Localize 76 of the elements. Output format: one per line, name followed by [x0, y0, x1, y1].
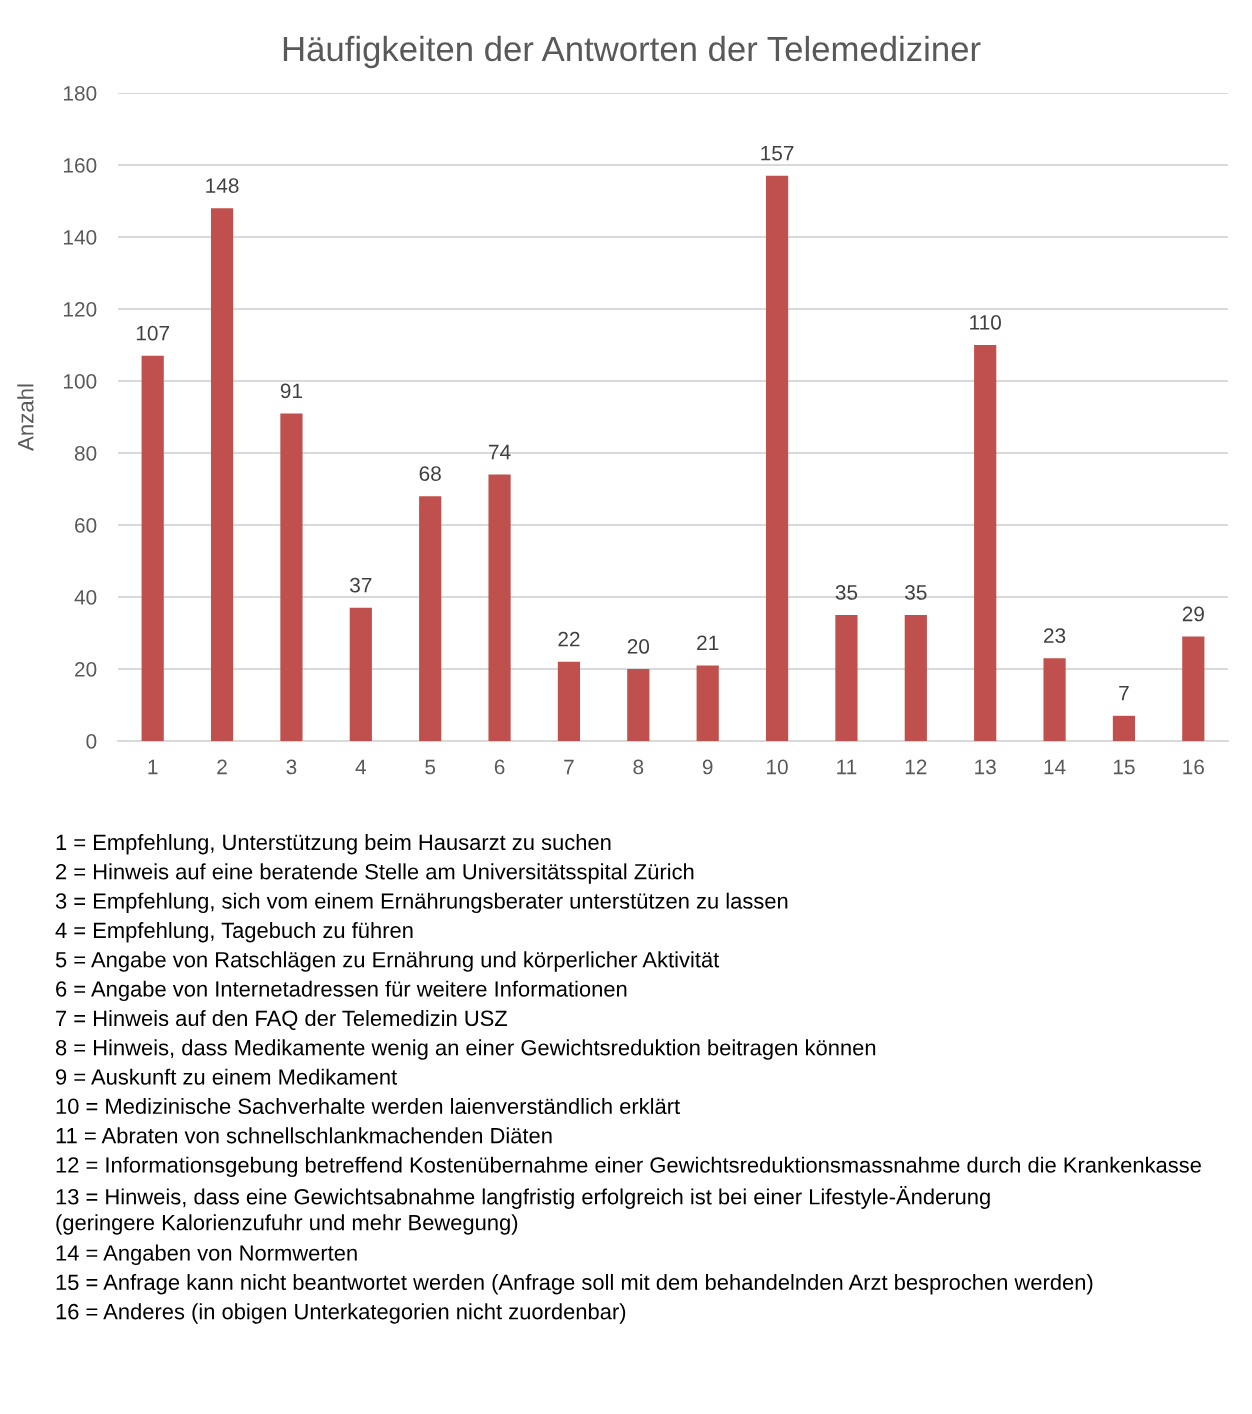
bar — [1112, 715, 1136, 741]
x-tick-label: 13 — [975, 759, 996, 775]
x-tick-label: 16 — [1183, 759, 1204, 775]
text: 16 = Anderes (in obigen Unterkategorien nicht zuordenbar) — [56, 1303, 626, 1324]
x-tick-label: 9 — [702, 759, 713, 775]
x-tick-label: 2 — [217, 759, 227, 775]
data-label: 23 — [1044, 628, 1066, 643]
x-tick-label: 4 — [355, 759, 366, 775]
chart-title: Häufigkeiten der Antworten der Telemediziner — [283, 35, 981, 69]
y-tick-label: 0 — [86, 734, 97, 749]
y-tick-label: 60 — [75, 518, 97, 533]
data-label: 74 — [489, 444, 511, 460]
bar — [349, 607, 372, 741]
y-tick-label: 140 — [64, 230, 97, 245]
x-tick-label: 10 — [767, 759, 788, 775]
bar — [696, 665, 719, 741]
text: 1 = Empfehlung, Unterstützung beim Hausarzt zu suchen — [56, 834, 611, 855]
x-tick-label: 6 — [494, 759, 505, 775]
bar — [765, 175, 789, 741]
bar — [557, 661, 581, 741]
data-label: 22 — [558, 631, 580, 647]
bar — [974, 345, 997, 741]
bar — [488, 474, 511, 741]
data-label: 68 — [419, 466, 441, 481]
bar — [835, 615, 858, 741]
text: 9 = Auskunft zu einem Medikament — [56, 1068, 397, 1085]
text: 14 = Angaben von Normwerten — [56, 1244, 357, 1266]
text: 6 = Angabe von Internetadressen für weitere Informationen — [56, 980, 627, 1002]
data-label: 91 — [280, 383, 303, 399]
text: 7 = Hinweis auf den FAQ der Telemedizin USZ — [56, 1009, 508, 1031]
y-tick-label: 160 — [64, 158, 97, 173]
x-tick-label: 7 — [564, 759, 574, 775]
data-label: 148 — [206, 178, 239, 193]
x-tick-label: 14 — [1044, 759, 1066, 775]
y-tick-label: 20 — [75, 662, 97, 677]
text: 15 = Anfrage kann nicht beantwortet werden (Anfrage soll mit dem behandelnden Arzt besprochen werden) — [56, 1273, 1093, 1295]
data-label: 37 — [350, 577, 372, 593]
text: 4 = Empfehlung, Tagebuch zu führen — [55, 921, 413, 943]
bar — [627, 669, 650, 741]
data-label: 35 — [905, 585, 927, 600]
text: 10 = Medizinische Sachverhalte werden laienverständlich erklärt — [56, 1097, 680, 1115]
x-tick-label: 1 — [148, 759, 158, 775]
bar — [904, 615, 927, 741]
data-label: 157 — [761, 146, 794, 161]
bar — [419, 496, 442, 741]
x-tick-label: 3 — [286, 759, 297, 775]
data-label: 7 — [1119, 686, 1129, 701]
data-label: 29 — [1182, 606, 1204, 622]
x-tick-label: 15 — [1113, 759, 1135, 775]
bar — [1043, 658, 1066, 741]
x-tick-label: 5 — [425, 759, 436, 775]
x-tick-label: 11 — [837, 759, 857, 775]
data-label: 110 — [970, 315, 1001, 330]
bar — [1182, 636, 1205, 741]
y-axis-title: Anzahl — [17, 384, 34, 451]
y-tick-label: 120 — [64, 302, 97, 317]
y-tick-label: 180 — [64, 86, 97, 101]
y-tick-label: 80 — [74, 446, 97, 461]
data-label: 107 — [136, 325, 170, 341]
text: 8 = Hinweis, dass Medikamente wenig an einer Gewichtsreduktion beitragen können — [55, 1039, 876, 1060]
text: 3 = Empfehlung, sich vom einem Ernährungsberater unterstützen zu lassen — [55, 892, 788, 914]
y-tick-label: 100 — [64, 374, 97, 389]
text: 2 = Hinweis auf eine beratende Stelle am Universitätsspital Zürich — [56, 863, 694, 884]
bar — [141, 355, 164, 741]
bar — [210, 208, 234, 741]
text: 5 = Angabe von Ratschlägen zu Ernährung und körperlicher Aktivität — [55, 951, 720, 972]
x-tick-label: 8 — [633, 759, 644, 775]
data-label: 20 — [627, 639, 650, 654]
data-label: 21 — [697, 635, 719, 650]
text: 12 = Informationsgebung betreffend Kostenübernahme einer Gewichtsreduktionsmassnahme durch die Krankenkasse — [56, 1156, 1201, 1178]
bar — [280, 413, 303, 741]
y-tick-label: 40 — [74, 590, 97, 605]
text: 13 = Hinweis, dass eine Gewichtsabnahme langfristig erfolgreich ist bei einer Lifestyle-Änderung (geringere Kalorienzufuhr und mehr Bewegung) — [56, 1185, 990, 1235]
text: 11 = Abraten von schnellschlankmachenden Diäten — [56, 1127, 552, 1144]
x-tick-label: 12 — [905, 759, 927, 775]
data-label: 35 — [835, 585, 858, 600]
